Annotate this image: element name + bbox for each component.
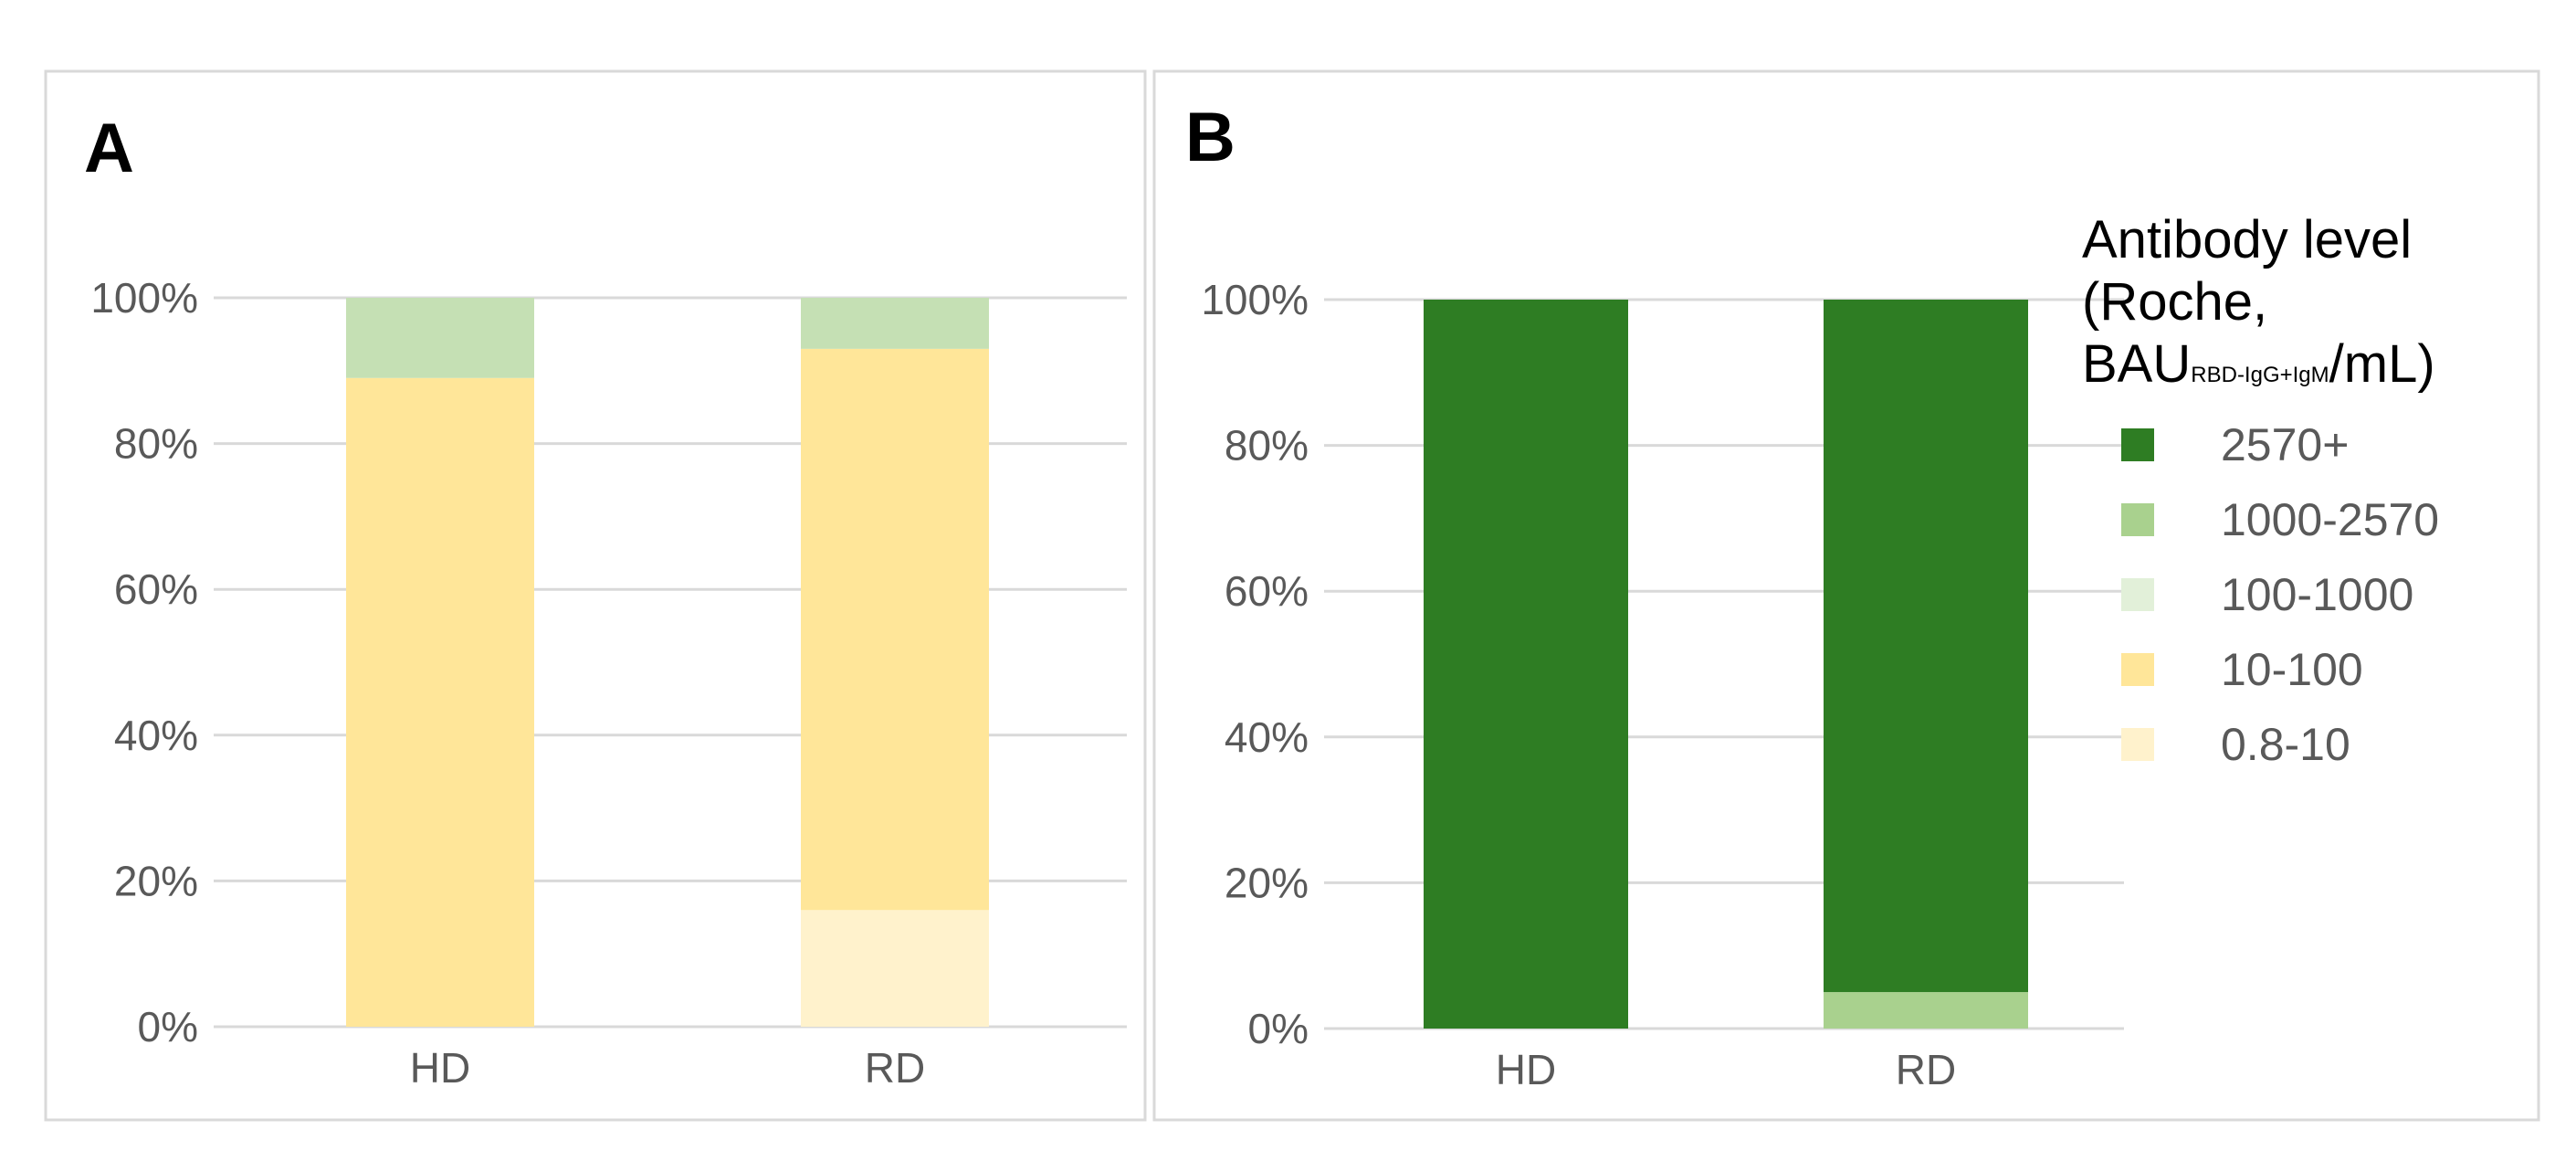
panel-a-letter: A (84, 110, 134, 187)
panel-b-letter: B (1185, 99, 1235, 176)
legend-label: 0.8-10 (2221, 719, 2350, 770)
legend-title-line-3: BAURBD-IgG+IgM/mL) (2082, 334, 2435, 394)
panel-b-y-tick-label: 20% (1225, 859, 1309, 906)
panel-a-bar-hd-segment (346, 298, 534, 378)
legend: Antibody level (Roche, BAURBD-IgG+IgM/mL… (2082, 210, 2439, 770)
panel-b-y-tick-label: 80% (1225, 422, 1309, 470)
legend-title-line-1: Antibody level (2082, 210, 2412, 269)
legend-title-line-2: (Roche, (2082, 272, 2267, 332)
legend-swatch (2121, 653, 2154, 686)
panel-b-bar-rd-segment (1824, 992, 2028, 1029)
legend-label: 1000-2570 (2221, 494, 2439, 545)
legend-swatch (2121, 728, 2154, 761)
legend-unit-subscript: RBD-IgG+IgM (2191, 363, 2329, 387)
panel-a-bar-rd-segment (801, 348, 989, 911)
panel-b-y-tick-label: 0% (1248, 1005, 1309, 1052)
panel-a-y-tick-label: 40% (114, 712, 198, 759)
panel-a-bar-hd-segment (346, 377, 534, 1027)
panel-a-y-tick-label: 0% (138, 1003, 198, 1050)
legend-swatch (2121, 578, 2154, 611)
panel-b-y-tick-label: 60% (1225, 567, 1309, 615)
legend-items: 2570+ 1000-2570 100-1000 10-100 0.8-10 (2121, 419, 2439, 770)
panel-b-y-tick-label: 100% (1201, 276, 1309, 323)
panel-a-y-tick-label: 60% (114, 565, 198, 613)
panel-b-bar-hd-segment (1424, 300, 1628, 1029)
legend-swatch (2121, 503, 2154, 536)
panel-a-category-label: RD (865, 1044, 925, 1092)
panel-a-bar-rd-segment (801, 298, 989, 349)
panel-a-y-tick-label: 20% (114, 857, 198, 904)
legend-unit-main: BAU (2082, 334, 2191, 394)
panel-b-plot: 0% 20% 40% 60% 80% 100% HD RD (1201, 276, 2124, 1093)
panel-b-bar-rd-segment (1824, 300, 2028, 993)
panel-b-category-label: RD (1896, 1046, 1956, 1093)
legend-label: 2570+ (2221, 419, 2349, 470)
panel-a-y-tick-label: 80% (114, 420, 198, 468)
panel-a-category-label: HD (410, 1044, 470, 1092)
panel-a-bar-rd-segment (801, 910, 989, 1027)
legend-unit-tail: /mL) (2329, 334, 2435, 394)
panel-a-y-tick-label: 100% (90, 274, 198, 322)
legend-label: 10-100 (2221, 644, 2363, 695)
panel-a-plot: 0% 20% 40% 60% 80% 100% HD RD (90, 274, 1127, 1092)
panel-b-y-tick-label: 40% (1225, 713, 1309, 761)
panel-b-category-label: HD (1496, 1046, 1556, 1093)
legend-swatch (2121, 428, 2154, 461)
legend-label: 100-1000 (2221, 569, 2413, 620)
